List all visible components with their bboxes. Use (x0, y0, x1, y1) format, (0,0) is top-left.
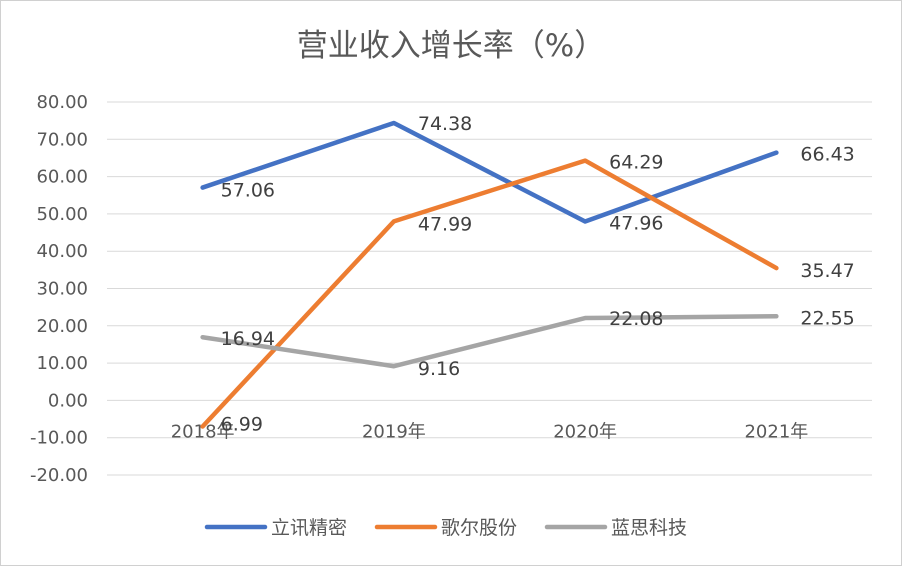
data-label: 57.06 (221, 180, 275, 202)
series-line-3 (200, 314, 779, 369)
series-line-2 (200, 158, 779, 429)
series-line-1 (200, 120, 779, 224)
data-label: 74.38 (418, 113, 472, 135)
y-tick-label: 30.00 (36, 279, 88, 300)
y-axis-tick-labels: -20.00 -10.00 0.00 10.00 20.00 30.00 40.00 50.0… (30, 92, 88, 486)
data-label: 35.47 (800, 260, 854, 282)
data-label: 9.16 (418, 358, 460, 380)
chart-title: 营业收入增长率（%） (296, 28, 606, 64)
data-label: 6.99 (221, 413, 263, 435)
x-axis-tick-labels: 2018年 2019年 2020年 2021年 (171, 421, 809, 442)
y-tick-label: 10.00 (36, 353, 88, 374)
data-label: 47.96 (609, 213, 663, 235)
y-tick-label: 40.00 (36, 241, 88, 262)
legend: 立讯精密 歌尔股份 蓝思科技 (204, 517, 687, 539)
data-label: 16.94 (221, 328, 275, 350)
series-lines (200, 120, 779, 429)
legend-label: 蓝思科技 (611, 517, 687, 539)
y-tick-label: 20.00 (36, 316, 88, 337)
x-tick-label: 2018年 (171, 421, 235, 442)
data-label: 66.43 (800, 144, 854, 166)
data-label: 22.08 (609, 308, 663, 330)
y-tick-label: 70.00 (36, 129, 88, 150)
data-label: 22.55 (800, 307, 854, 329)
data-label: 64.29 (609, 152, 663, 174)
data-label: 47.99 (418, 213, 472, 235)
legend-label: 歌尔股份 (441, 517, 517, 539)
y-tick-label: -20.00 (30, 465, 88, 486)
y-tick-label: 60.00 (36, 167, 88, 188)
legend-label: 立讯精密 (271, 517, 347, 539)
x-tick-label: 2019年 (362, 421, 426, 442)
y-tick-label: 50.00 (36, 204, 88, 225)
x-tick-label: 2021年 (744, 421, 808, 442)
y-tick-label: -10.00 (30, 428, 88, 449)
data-labels: 57.06 74.38 47.96 66.43 6.99 47.99 64.29 35.47 1… (221, 113, 855, 436)
x-tick-label: 2020年 (553, 421, 617, 442)
grid-lines (107, 101, 872, 476)
y-tick-label: 0.00 (48, 390, 88, 411)
y-tick-label: 80.00 (36, 92, 88, 113)
